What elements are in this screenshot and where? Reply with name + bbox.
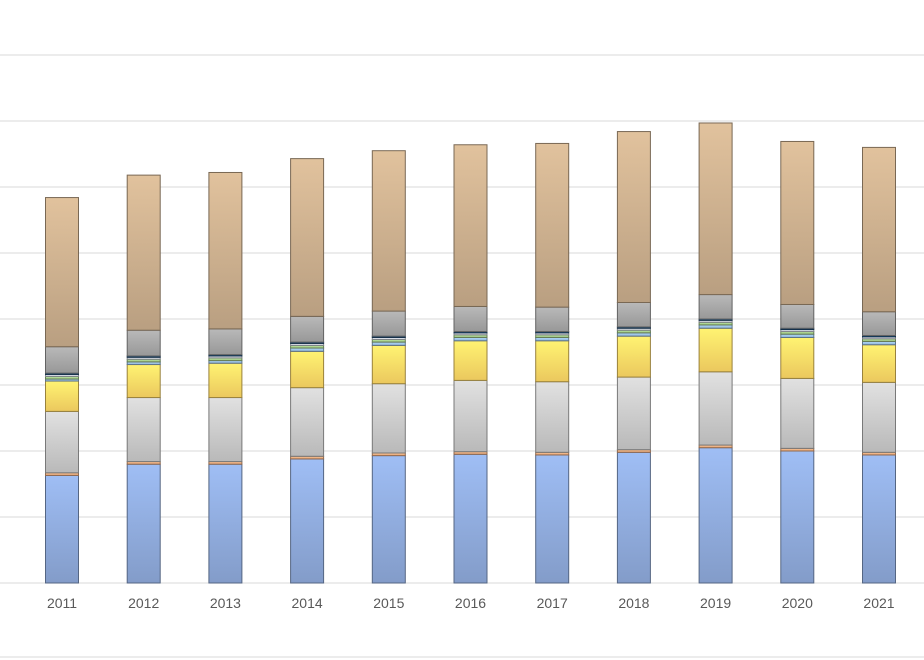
bar-stack-2019 xyxy=(698,122,733,584)
bar-segment xyxy=(208,362,243,399)
bar-segment xyxy=(616,302,651,328)
bar-stack-2021 xyxy=(862,146,896,584)
bar-segment xyxy=(290,350,325,389)
bar-segment xyxy=(862,454,896,584)
bar-stack-2012 xyxy=(126,174,161,584)
bar-segment xyxy=(616,376,651,451)
bar-segment xyxy=(126,364,161,399)
bar-segment xyxy=(45,474,79,584)
bar-segment xyxy=(290,387,325,457)
bar-segment xyxy=(126,329,161,357)
bar-segment xyxy=(535,454,570,584)
x-tick-label: 2014 xyxy=(292,595,323,611)
bar-segment xyxy=(862,344,896,383)
bar-segment xyxy=(535,381,570,453)
bar-stacks xyxy=(45,122,896,584)
bar-segment xyxy=(371,383,406,454)
x-tick-label: 2019 xyxy=(700,595,731,611)
bar-stack-2015 xyxy=(371,150,406,584)
x-axis-tick-labels: 2011 2012 2013 2014 2015 2016 2017 2018 2019 2020… xyxy=(47,595,895,611)
bar-segment xyxy=(290,158,325,317)
bar-stack-2020 xyxy=(780,140,815,584)
bar-segment xyxy=(698,371,733,446)
bar-segment xyxy=(453,379,488,453)
bar-segment xyxy=(535,340,570,383)
bar-segment xyxy=(616,451,651,584)
bar-segment xyxy=(208,171,243,330)
bar-segment xyxy=(371,344,406,385)
bar-stack-2016 xyxy=(453,144,488,584)
bar-segment xyxy=(862,311,896,336)
bar-segment xyxy=(698,327,733,373)
bar-segment xyxy=(126,397,161,463)
bar-stack-2017 xyxy=(535,142,570,584)
bar-segment xyxy=(535,306,570,333)
bar-segment xyxy=(45,197,79,348)
bar-segment xyxy=(453,144,488,307)
bar-segment xyxy=(616,335,651,378)
bar-segment xyxy=(862,146,896,313)
bar-segment xyxy=(45,346,79,374)
bar-segment xyxy=(780,450,815,584)
bar-stack-2011 xyxy=(45,197,79,584)
bar-segment xyxy=(780,140,815,305)
bar-segment xyxy=(45,410,79,474)
bar-segment xyxy=(453,453,488,584)
x-tick-label: 2016 xyxy=(455,595,486,611)
bar-stack-2013 xyxy=(208,171,243,584)
bar-segment xyxy=(208,328,243,356)
bar-segment xyxy=(45,380,79,412)
x-tick-label: 2013 xyxy=(210,595,241,611)
x-tick-label: 2012 xyxy=(128,595,159,611)
bar-segment xyxy=(126,174,161,331)
bar-segment xyxy=(780,336,815,379)
bar-segment xyxy=(371,150,406,312)
bar-stack-2014 xyxy=(290,158,325,584)
bar-segment xyxy=(126,463,161,584)
bar-segment xyxy=(371,455,406,584)
x-tick-label: 2011 xyxy=(47,595,77,611)
bar-segment xyxy=(208,397,243,463)
bar-segment xyxy=(616,131,651,303)
bar-stack-2018 xyxy=(616,131,651,584)
bar-segment xyxy=(371,310,406,337)
x-tick-label: 2017 xyxy=(537,595,568,611)
x-tick-label: 2018 xyxy=(618,595,649,611)
bar-segment xyxy=(290,458,325,584)
bar-segment xyxy=(453,340,488,381)
x-tick-label: 2021 xyxy=(863,595,894,611)
bar-segment xyxy=(780,303,815,329)
bar-segment xyxy=(535,142,570,308)
bar-segment xyxy=(698,447,733,584)
bar-segment xyxy=(290,315,325,343)
bar-segment xyxy=(698,122,733,296)
x-tick-label: 2020 xyxy=(782,595,813,611)
bar-segment xyxy=(208,463,243,584)
bar-segment xyxy=(780,377,815,449)
x-tick-label: 2015 xyxy=(373,595,404,611)
bar-segment xyxy=(453,305,488,333)
bar-segment xyxy=(698,294,733,320)
bar-segment xyxy=(862,381,896,453)
